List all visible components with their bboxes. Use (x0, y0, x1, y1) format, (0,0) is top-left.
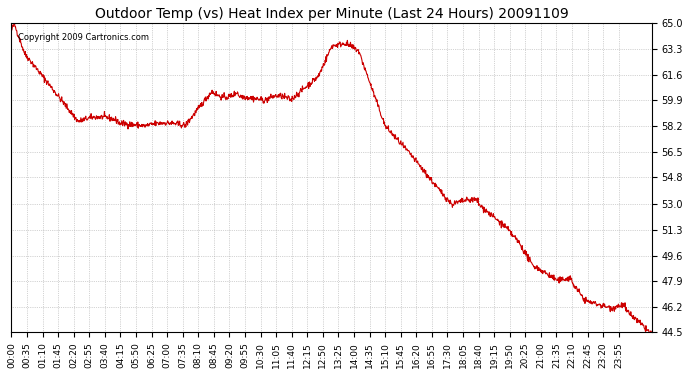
Title: Outdoor Temp (vs) Heat Index per Minute (Last 24 Hours) 20091109: Outdoor Temp (vs) Heat Index per Minute … (95, 7, 569, 21)
Text: Copyright 2009 Cartronics.com: Copyright 2009 Cartronics.com (18, 33, 149, 42)
